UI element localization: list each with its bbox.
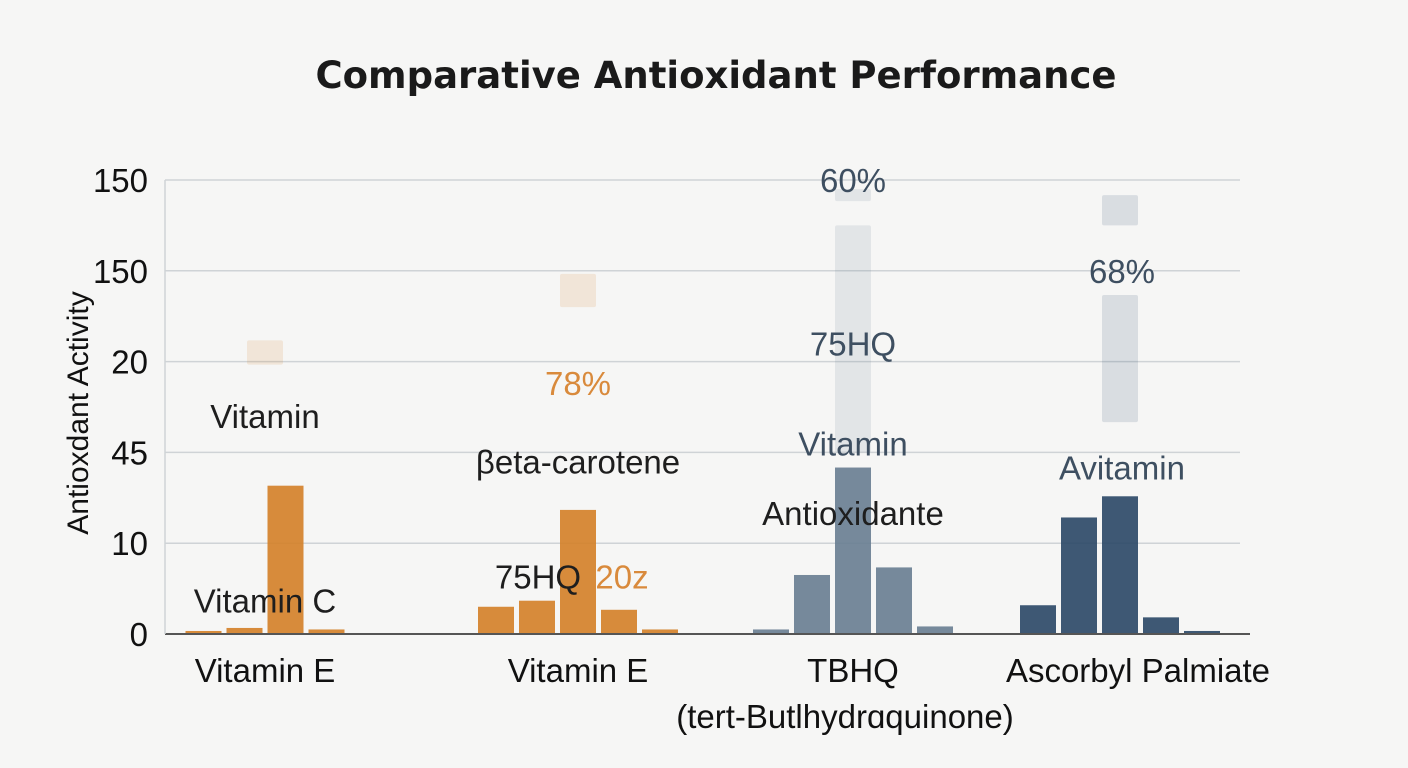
bar xyxy=(876,567,912,634)
faded-bar xyxy=(835,189,871,202)
bar-annotation: Vitamin xyxy=(798,425,907,462)
bar xyxy=(601,609,637,634)
bar-annotation: 75HQ xyxy=(810,325,896,362)
bar xyxy=(1143,617,1179,634)
bar xyxy=(267,485,304,634)
bar xyxy=(917,626,953,634)
bar-annotation: βeta-carotene xyxy=(476,443,680,480)
bar xyxy=(560,509,596,634)
bar xyxy=(835,467,871,634)
bar xyxy=(753,629,789,634)
y-tick-label: 0 xyxy=(130,616,148,653)
bar-annotation: 60% xyxy=(820,162,886,199)
category-label: TBHQ xyxy=(807,652,899,689)
y-tick-label: 150 xyxy=(93,253,148,290)
category-labels: Vitamin E Vitamin E TBHQ (tert-Butlhydrɑqui… xyxy=(195,652,1270,735)
bar-annotation: Vitamin C xyxy=(194,583,336,620)
y-tick-label: 20 xyxy=(111,344,148,381)
bar xyxy=(185,630,222,634)
bar-annotation: 68% xyxy=(1089,253,1155,290)
chart-title: Comparative Antioxidant Performance xyxy=(315,54,1116,97)
bar-annotation: Avitamin xyxy=(1059,450,1185,487)
faded-bar xyxy=(1102,295,1138,423)
y-tick-label: 45 xyxy=(111,434,148,471)
bar xyxy=(1184,630,1220,634)
bar xyxy=(226,627,263,634)
bar xyxy=(519,600,555,634)
category-label: Vitamin E xyxy=(195,652,336,689)
bar-annotation: Antioxidante xyxy=(762,495,944,532)
bar xyxy=(1020,605,1056,634)
y-tick-label: 10 xyxy=(111,525,148,562)
bar xyxy=(642,629,678,634)
faded-bar xyxy=(560,273,596,308)
category-label: Ascorbyl Palmiate xyxy=(1006,652,1270,689)
bar xyxy=(1061,517,1097,634)
faded-bar xyxy=(1102,195,1138,226)
bar xyxy=(308,629,345,634)
bar xyxy=(478,606,514,634)
bar xyxy=(794,574,830,634)
faded-bars xyxy=(247,189,1138,453)
bar-annotation: Vitamin xyxy=(210,398,319,435)
bar-annotation: 20z xyxy=(595,558,648,595)
faded-bar xyxy=(835,225,871,453)
bar-groups xyxy=(185,467,1220,634)
bar-annotation: 75HQ xyxy=(495,558,581,595)
bar-annotations: Vitamin Vitamin C βeta-carotene 78% 75HQ 20z 6… xyxy=(194,162,1185,620)
category-sublabel: (tert-Butlhydrɑquinone) xyxy=(676,698,1014,735)
category-label: Vitamin E xyxy=(508,652,649,689)
bar-annotation: 78% xyxy=(545,365,611,402)
y-tick-label: 150 xyxy=(93,162,148,199)
gridlines xyxy=(165,179,1240,544)
y-axis-label: Antioxdant Activity xyxy=(62,291,95,534)
y-axis-ticks: 0 10 45 20 150 150 xyxy=(93,162,148,653)
bar xyxy=(1102,496,1138,634)
faded-bar xyxy=(247,340,283,365)
